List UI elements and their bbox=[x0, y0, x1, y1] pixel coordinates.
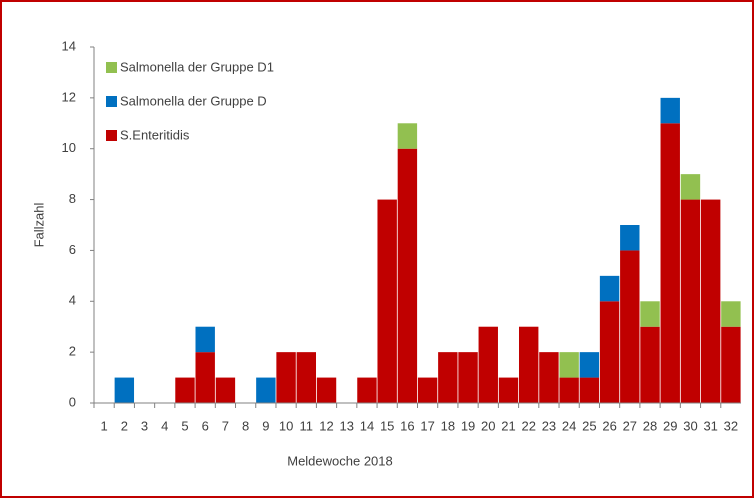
x-tick-label: 24 bbox=[562, 418, 576, 433]
x-tick-label: 22 bbox=[521, 418, 535, 433]
x-tick-label: 14 bbox=[360, 418, 374, 433]
bar-segment bbox=[660, 97, 680, 124]
bar-segment bbox=[276, 352, 296, 403]
x-tick-label: 28 bbox=[643, 418, 657, 433]
bar-segment bbox=[680, 199, 701, 403]
legend-swatch bbox=[106, 130, 117, 141]
bar-segment bbox=[579, 377, 600, 403]
legend-label: Salmonella der Gruppe D1 bbox=[120, 59, 274, 74]
x-tick-label: 18 bbox=[441, 418, 455, 433]
bar-segment bbox=[195, 352, 215, 403]
x-tick-label: 21 bbox=[501, 418, 515, 433]
bar-segment bbox=[559, 352, 579, 378]
y-tick-label: 2 bbox=[69, 344, 76, 359]
y-axis-label: Fallzahl bbox=[31, 202, 46, 247]
x-tick-label: 7 bbox=[222, 418, 229, 433]
legend-swatch bbox=[106, 62, 117, 73]
bar-segment bbox=[680, 174, 701, 200]
bar-segment bbox=[377, 199, 397, 403]
y-tick-label: 4 bbox=[69, 293, 76, 308]
bar-segment bbox=[296, 352, 317, 403]
legend-swatch bbox=[106, 96, 117, 107]
bar-segment bbox=[397, 123, 418, 149]
x-tick-label: 2 bbox=[121, 418, 128, 433]
x-tick-label: 29 bbox=[663, 418, 677, 433]
bar-segment bbox=[700, 199, 721, 403]
bar-segment bbox=[215, 377, 236, 403]
x-tick-label: 23 bbox=[542, 418, 556, 433]
x-tick-label: 17 bbox=[420, 418, 434, 433]
x-tick-label: 27 bbox=[623, 418, 637, 433]
x-tick-label: 4 bbox=[161, 418, 168, 433]
bar-segment bbox=[559, 377, 579, 403]
x-tick-label: 8 bbox=[242, 418, 249, 433]
x-tick-label: 13 bbox=[340, 418, 354, 433]
x-tick-label: 30 bbox=[683, 418, 697, 433]
bar-segment bbox=[620, 225, 640, 251]
y-tick-label: 8 bbox=[69, 191, 76, 206]
bar-segment bbox=[640, 301, 660, 327]
x-tick-label: 12 bbox=[319, 418, 333, 433]
bar-segment bbox=[458, 352, 478, 403]
bar-segment bbox=[620, 250, 640, 403]
bar-segment bbox=[175, 377, 195, 403]
legend-label: Salmonella der Gruppe D bbox=[120, 93, 267, 108]
x-tick-label: 26 bbox=[602, 418, 616, 433]
y-tick-label: 14 bbox=[62, 38, 76, 53]
x-tick-label: 16 bbox=[400, 418, 414, 433]
x-axis-label: Meldewoche 2018 bbox=[287, 453, 393, 468]
bar-segment bbox=[316, 377, 337, 403]
bar-segment bbox=[599, 301, 620, 403]
x-tick-label: 9 bbox=[262, 418, 269, 433]
x-tick-label: 31 bbox=[703, 418, 717, 433]
y-tick-label: 6 bbox=[69, 242, 76, 257]
y-tick-label: 10 bbox=[62, 140, 76, 155]
bar-segment bbox=[498, 377, 519, 403]
x-tick-label: 15 bbox=[380, 418, 394, 433]
bar-segment bbox=[438, 352, 458, 403]
legend-label: S.Enteritidis bbox=[120, 127, 190, 142]
x-tick-label: 20 bbox=[481, 418, 495, 433]
bar-segment bbox=[417, 377, 438, 403]
x-tick-label: 5 bbox=[181, 418, 188, 433]
bar-segment bbox=[397, 148, 418, 403]
x-tick-label: 10 bbox=[279, 418, 293, 433]
bar-segment bbox=[579, 352, 600, 378]
y-tick-label: 12 bbox=[62, 89, 76, 104]
bar-segment bbox=[640, 326, 660, 403]
bar-segment bbox=[357, 377, 377, 403]
x-tick-label: 3 bbox=[141, 418, 148, 433]
x-tick-label: 6 bbox=[202, 418, 209, 433]
x-tick-label: 32 bbox=[724, 418, 738, 433]
bar-segment bbox=[256, 377, 276, 403]
bar-segment bbox=[114, 377, 135, 403]
x-tick-label: 1 bbox=[100, 418, 107, 433]
bar-segment bbox=[660, 123, 680, 404]
x-tick-label: 25 bbox=[582, 418, 596, 433]
bar-segment bbox=[478, 326, 498, 403]
bar-segment bbox=[195, 326, 215, 353]
x-tick-label: 11 bbox=[300, 418, 314, 433]
x-tick-label: 19 bbox=[461, 418, 475, 433]
bar-segment bbox=[518, 326, 539, 403]
y-tick-label: 0 bbox=[69, 394, 76, 409]
bar-segment bbox=[599, 275, 620, 302]
bar-segment bbox=[721, 326, 741, 403]
bar-segment bbox=[539, 352, 559, 403]
bar-segment bbox=[721, 301, 741, 327]
